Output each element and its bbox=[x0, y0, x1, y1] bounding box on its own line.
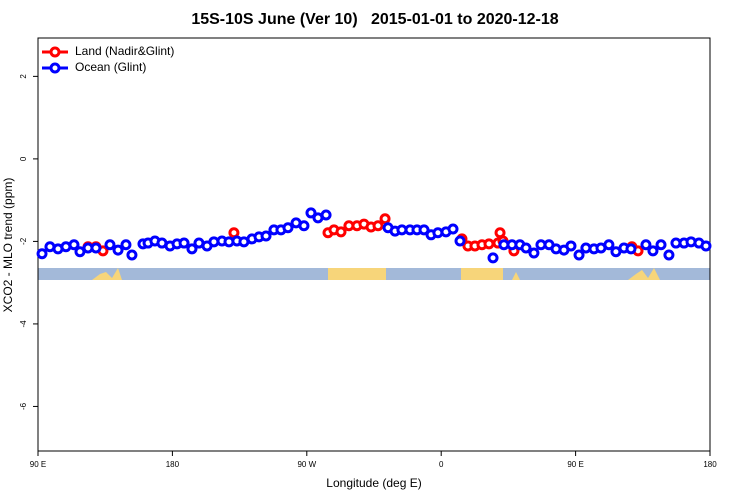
legend-marker bbox=[49, 62, 61, 74]
y-tick-label: -6 bbox=[19, 402, 28, 410]
data-point bbox=[487, 252, 499, 264]
data-point bbox=[90, 242, 102, 254]
land-strip bbox=[512, 272, 520, 280]
legend-label: Ocean (Glint) bbox=[75, 60, 146, 74]
data-point bbox=[447, 223, 459, 235]
data-point bbox=[655, 239, 667, 251]
data-point bbox=[610, 246, 622, 258]
x-tick-label: 180 bbox=[703, 460, 717, 469]
data-point bbox=[335, 226, 347, 238]
data-point bbox=[74, 246, 86, 258]
data-point bbox=[454, 235, 466, 247]
data-point bbox=[298, 220, 310, 232]
data-point bbox=[104, 239, 116, 251]
data-point bbox=[700, 240, 712, 252]
legend-label: Land (Nadir&Glint) bbox=[75, 44, 174, 58]
data-point bbox=[528, 247, 540, 259]
land-strip bbox=[628, 268, 660, 280]
data-point bbox=[112, 244, 124, 256]
data-point bbox=[379, 213, 391, 225]
legend-marker bbox=[49, 46, 61, 58]
x-tick-label: 90 E bbox=[30, 460, 46, 469]
data-point bbox=[418, 224, 430, 236]
x-tick-label: 90 W bbox=[297, 460, 316, 469]
chart-title: 15S-10S June (Ver 10) 2015-01-01 to 2020… bbox=[191, 11, 558, 28]
y-tick-label: -2 bbox=[19, 237, 28, 245]
x-axis-label: Longitude (deg E) bbox=[326, 476, 421, 490]
y-axis-label: XCO2 - MLO trend (ppm) bbox=[1, 178, 15, 313]
data-point bbox=[520, 242, 532, 254]
x-tick-label: 90 E bbox=[567, 460, 583, 469]
data-point bbox=[663, 249, 675, 261]
data-point bbox=[260, 230, 272, 242]
x-tick-label: 180 bbox=[166, 460, 180, 469]
data-point bbox=[640, 239, 652, 251]
data-point bbox=[178, 237, 190, 249]
data-point bbox=[372, 220, 384, 232]
x-tick-label: 0 bbox=[439, 460, 444, 469]
map-strip bbox=[38, 268, 710, 280]
data-point bbox=[282, 222, 294, 234]
y-tick-label: 0 bbox=[19, 156, 28, 161]
data-point bbox=[603, 239, 615, 251]
y-tick-label: 2 bbox=[19, 74, 28, 79]
data-point bbox=[320, 209, 332, 221]
data-point bbox=[120, 239, 132, 251]
y-tick-label: -4 bbox=[19, 320, 28, 328]
data-point bbox=[68, 239, 80, 251]
land-strip bbox=[328, 268, 386, 280]
data-point bbox=[565, 240, 577, 252]
data-point bbox=[573, 249, 585, 261]
land-strip bbox=[92, 268, 122, 280]
data-point bbox=[483, 238, 495, 250]
data-point bbox=[186, 243, 198, 255]
data-point bbox=[36, 248, 48, 260]
land-strip bbox=[461, 268, 503, 280]
data-point bbox=[305, 207, 317, 219]
data-point bbox=[647, 245, 659, 257]
data-point bbox=[625, 243, 637, 255]
data-point bbox=[126, 249, 138, 261]
